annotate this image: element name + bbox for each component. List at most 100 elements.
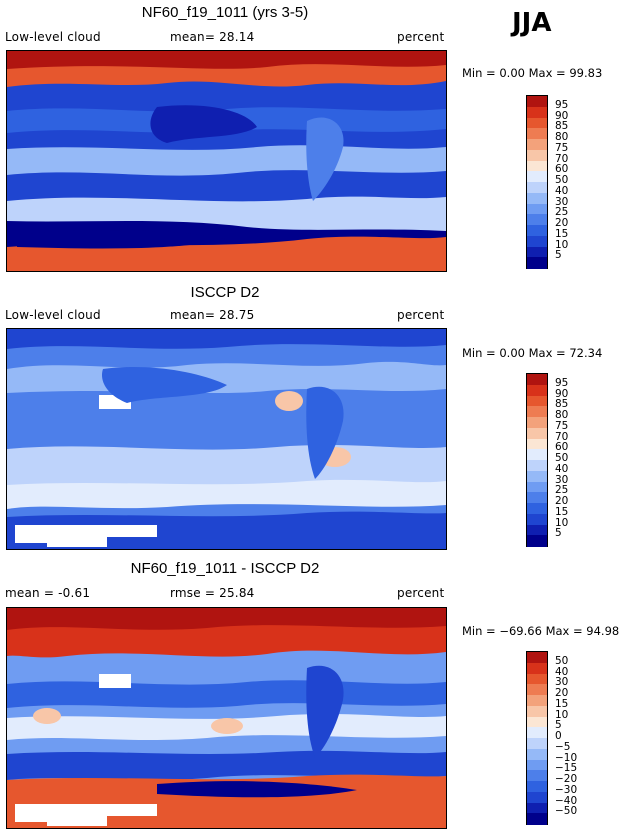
panel2-map (6, 328, 447, 550)
colorbar-tick-label: −10 (555, 751, 578, 764)
colorbar-swatch (527, 695, 547, 707)
panel3-antarctic-mask (15, 804, 157, 826)
colorbar-tick-label: 25 (555, 206, 569, 219)
colorbar-swatch (527, 513, 547, 525)
panel3-mean-label: mean = -0.61 (5, 586, 91, 600)
panel1-antarctic-tongue (17, 230, 227, 249)
colorbar-swatch (527, 662, 547, 674)
colorbar-tick-label: −50 (555, 805, 578, 818)
colorbar-swatch (527, 481, 547, 493)
panel3-units-label: percent (397, 586, 445, 600)
panel3-antarctic-blue (157, 781, 357, 798)
panel3-americas (306, 665, 344, 758)
colorbar-tick-label: 5 (555, 249, 562, 262)
colorbar-swatch (527, 96, 547, 108)
colorbar-swatch (527, 759, 547, 771)
colorbar-swatch (527, 395, 547, 407)
panel2-north-light (7, 361, 446, 393)
colorbar-swatch (527, 492, 547, 504)
colorbar-swatch (527, 748, 547, 760)
colorbar-swatch (527, 673, 547, 685)
colorbar-tick-label: 40 (555, 665, 569, 678)
colorbar-tick-label: 60 (555, 163, 569, 176)
panel1-arctic-core (7, 51, 446, 69)
colorbar-tick-label: 10 (555, 516, 569, 529)
panel2-asia (102, 366, 227, 403)
colorbar-swatch (527, 406, 547, 418)
panel3-tibet-mask (99, 674, 131, 688)
panel2-map-svg (7, 329, 446, 549)
panel1-units-label: percent (397, 30, 445, 44)
colorbar-tick-label: 60 (555, 441, 569, 454)
panel1-left-label: Low-level cloud (5, 30, 101, 44)
panel3-atl-peak (33, 708, 61, 724)
colorbar-swatch (527, 149, 547, 161)
panel1-mean-label: mean= 28.14 (170, 30, 255, 44)
colorbar-tick-label: 0 (555, 730, 562, 742)
colorbar-tick-label: 80 (555, 131, 569, 143)
colorbar-swatch (527, 727, 547, 739)
panel3-rmse-label: rmse = 25.84 (170, 586, 255, 600)
colorbar-tick-label: 85 (555, 398, 569, 411)
panel3-pac-peak (211, 718, 243, 734)
colorbar-swatch (527, 438, 547, 450)
panel2-min-max: Min = 0.00 Max = 72.34 (462, 346, 603, 360)
colorbar-tick-label: −15 (555, 762, 578, 775)
colorbar-tick-label: 50 (555, 452, 569, 464)
colorbar-tick-label: 75 (555, 419, 569, 432)
panel2-units-label: percent (397, 308, 445, 322)
panel2-south-pale (7, 479, 446, 509)
colorbar-swatch (527, 106, 547, 118)
panel1-colorbar (526, 95, 548, 269)
colorbar-tick-label: 5 (555, 527, 562, 540)
panel2-arctic (7, 329, 446, 349)
colorbar-tick-label: 95 (555, 98, 569, 111)
colorbar-tick-label: 85 (555, 120, 569, 133)
colorbar-tick-label: 90 (555, 387, 569, 400)
panel3-tropic-blue (7, 680, 446, 708)
panel3-south-blue (7, 750, 446, 780)
colorbar-tick-label: −30 (555, 783, 578, 796)
colorbar-tick-label: 15 (555, 227, 569, 240)
colorbar-swatch (527, 374, 547, 386)
colorbar-swatch (527, 535, 547, 547)
panel1-map-svg (7, 51, 446, 271)
season-label: JJA (512, 8, 552, 38)
colorbar-tick-label: 20 (555, 687, 569, 699)
colorbar-tick-label: 90 (555, 109, 569, 122)
panel1-min-max: Min = 0.00 Max = 99.83 (462, 66, 603, 80)
colorbar-swatch (527, 139, 547, 151)
colorbar-swatch (527, 460, 547, 472)
colorbar-swatch (527, 225, 547, 237)
panel1-map (6, 50, 447, 272)
colorbar-tick-label: 20 (555, 217, 569, 229)
colorbar-swatch (527, 705, 547, 717)
panel3-map-svg (7, 608, 446, 828)
colorbar-tick-label: 40 (555, 462, 569, 475)
colorbar-swatch (527, 781, 547, 793)
colorbar-tick-label: 70 (555, 430, 569, 443)
colorbar-swatch (527, 791, 547, 803)
colorbar-tick-label: 15 (555, 505, 569, 518)
panel2-antarctic (7, 511, 446, 549)
colorbar-tick-label: 50 (555, 654, 569, 667)
colorbar-swatch (527, 203, 547, 215)
colorbar-tick-label: 95 (555, 376, 569, 389)
colorbar-swatch (527, 716, 547, 728)
colorbar-swatch (527, 257, 547, 269)
panel3-arctic-core (7, 608, 446, 630)
panel2-title: ISCCP D2 (190, 284, 260, 301)
colorbar-swatch (527, 160, 547, 172)
colorbar-tick-label: 80 (555, 409, 569, 421)
colorbar-tick-label: 30 (555, 676, 569, 689)
colorbar-swatch (527, 470, 547, 482)
colorbar-swatch (527, 235, 547, 247)
colorbar-swatch (527, 802, 547, 814)
colorbar-swatch (527, 652, 547, 664)
panel3-min-max: Min = −69.66 Max = 94.98 (462, 624, 620, 638)
colorbar-swatch (527, 524, 547, 536)
colorbar-swatch (527, 417, 547, 429)
colorbar-swatch (527, 171, 547, 183)
colorbar-swatch (527, 182, 547, 194)
panel2-npac-peak (275, 391, 303, 411)
